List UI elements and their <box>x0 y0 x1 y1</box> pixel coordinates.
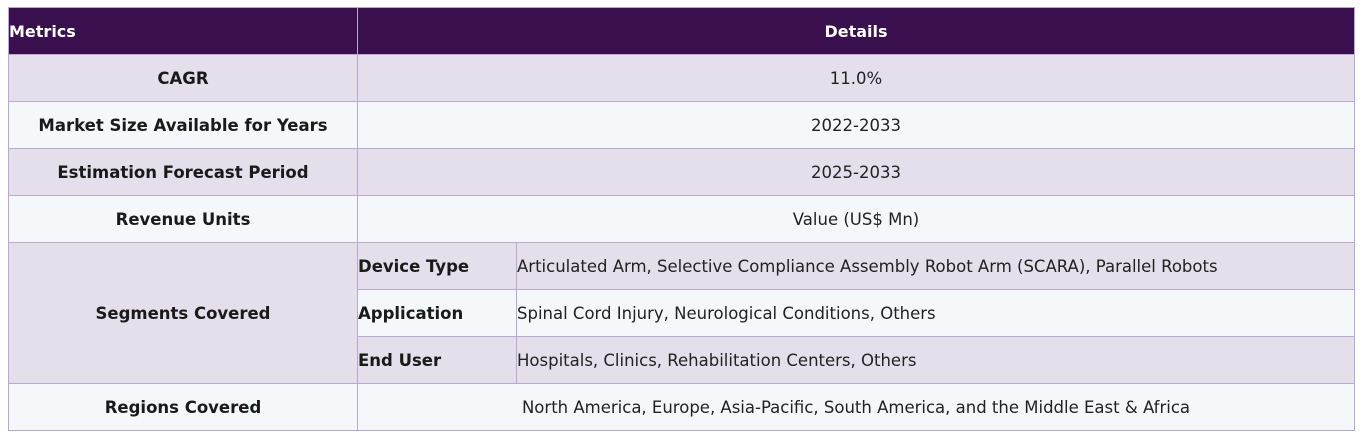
details-column-header: Details <box>356 7 1356 55</box>
application-label: Application <box>357 289 517 337</box>
device-type-value: Articulated Arm, Selective Compliance As… <box>515 242 1356 290</box>
end-user-label: End User <box>357 336 517 384</box>
table-row-application: Application Spinal Cord Injury, Neurolog… <box>9 289 1356 337</box>
report-scope-table-container: Metrics Details CAGR 11.0% Market Size A… <box>8 7 1356 431</box>
revenue-units-label: Revenue Units <box>8 195 358 243</box>
report-scope-table: Metrics Details CAGR 11.0% Market Size A… <box>8 7 1356 431</box>
revenue-units-value: Value (US$ Mn) <box>356 195 1356 243</box>
table-header-row: Metrics Details <box>8 7 1356 55</box>
cagr-value: 11.0% <box>356 54 1356 102</box>
segments-covered-label: Segments Covered <box>8 242 358 384</box>
table-row-cagr: CAGR 11.0% <box>8 54 1356 102</box>
table-row-end-user: End User Hospitals, Clinics, Rehabilitat… <box>9 336 1356 384</box>
metrics-column-header: Metrics <box>8 7 358 55</box>
table-row-regions: Regions Covered North America, Europe, A… <box>8 383 1356 431</box>
application-value: Spinal Cord Injury, Neurological Conditi… <box>515 289 1356 337</box>
forecast-period-label: Estimation Forecast Period <box>8 148 358 196</box>
cagr-label: CAGR <box>8 54 358 102</box>
table-row-market-size: Market Size Available for Years 2022-203… <box>8 101 1356 149</box>
regions-covered-value: North America, Europe, Asia-Pacific, Sou… <box>356 383 1356 431</box>
table-row-revenue-units: Revenue Units Value (US$ Mn) <box>8 195 1356 243</box>
regions-covered-label: Regions Covered <box>8 383 358 431</box>
table-row-device-type: Segments Covered Device Type Articulated… <box>8 242 1356 384</box>
table-row-forecast-period: Estimation Forecast Period 2025-2033 <box>8 148 1356 196</box>
forecast-period-value: 2025-2033 <box>356 148 1356 196</box>
market-size-value: 2022-2033 <box>356 101 1356 149</box>
market-size-label: Market Size Available for Years <box>8 101 358 149</box>
device-type-label: Device Type <box>357 242 517 290</box>
end-user-value: Hospitals, Clinics, Rehabilitation Cente… <box>515 336 1356 384</box>
